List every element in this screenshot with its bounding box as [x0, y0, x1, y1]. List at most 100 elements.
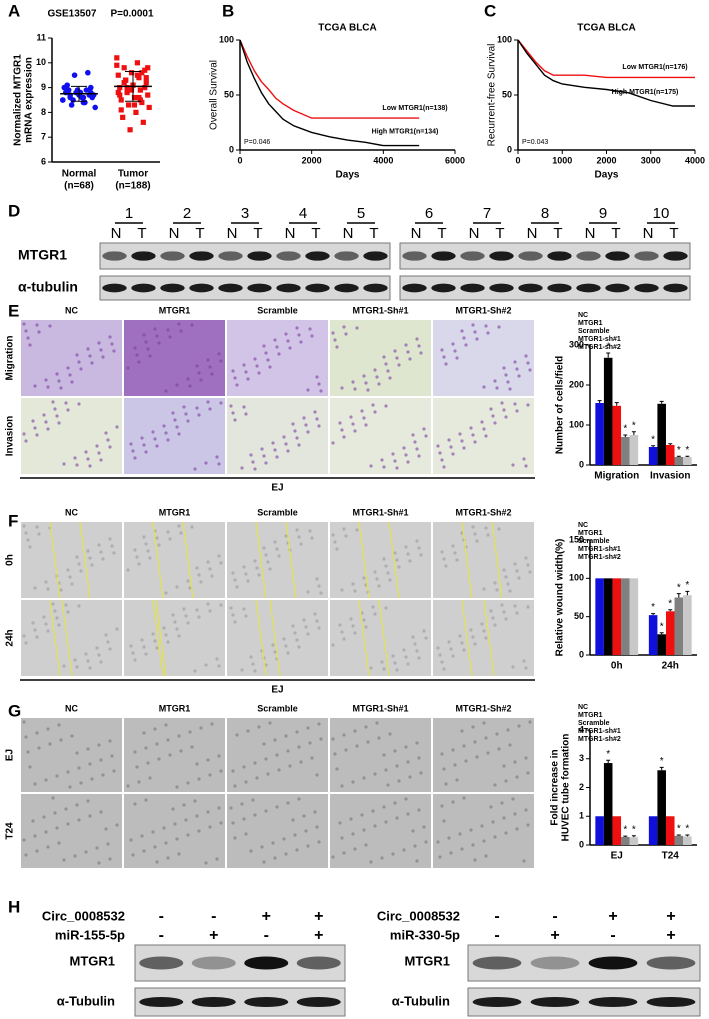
cell — [344, 534, 348, 538]
cell — [495, 588, 499, 592]
cell — [66, 366, 70, 370]
cell — [179, 749, 183, 753]
x-tick-label: 6000 — [445, 155, 465, 165]
cell — [493, 581, 497, 585]
cell — [304, 829, 308, 833]
cell — [384, 768, 388, 772]
cell — [246, 579, 250, 583]
cell — [362, 828, 366, 832]
data-point — [137, 97, 143, 103]
cell — [162, 424, 166, 428]
cell — [313, 612, 317, 616]
cell — [22, 322, 26, 326]
y-tick-label: 100 — [569, 419, 584, 429]
cell — [297, 333, 301, 337]
column-label: Scramble — [257, 507, 298, 517]
cell — [235, 733, 239, 737]
cell — [340, 386, 344, 390]
cell — [42, 413, 46, 417]
bar — [612, 578, 622, 655]
cell — [153, 437, 157, 441]
cell — [442, 667, 446, 671]
cell — [217, 806, 221, 810]
cell — [362, 576, 366, 580]
cell — [319, 389, 323, 393]
legend-entry: MTGR1 — [578, 320, 603, 327]
micrograph — [330, 718, 431, 792]
panel-label: E — [8, 301, 19, 320]
cell — [173, 620, 177, 624]
micrograph — [433, 398, 534, 474]
wound-edge — [49, 521, 61, 599]
cell — [293, 833, 297, 837]
cell — [442, 355, 446, 359]
cell — [188, 586, 192, 590]
cell — [473, 330, 477, 334]
cell — [338, 421, 342, 425]
micrograph — [21, 522, 122, 598]
cell — [175, 383, 179, 387]
group-label: 9 — [599, 205, 607, 222]
condition-sign: - — [552, 908, 557, 925]
cell — [233, 578, 237, 582]
y-axis-label: Number of cells/field — [555, 356, 566, 454]
cell — [460, 847, 464, 851]
cell — [86, 747, 90, 751]
cell — [208, 609, 212, 613]
cell — [155, 536, 159, 540]
cell — [495, 732, 499, 736]
significance: * — [651, 602, 655, 613]
cell — [484, 736, 488, 740]
cell — [517, 724, 521, 728]
cell — [317, 584, 321, 588]
cell — [526, 823, 530, 827]
cell — [24, 531, 28, 535]
cell — [440, 550, 444, 554]
cell — [37, 330, 41, 334]
cell — [99, 660, 103, 664]
cell — [142, 333, 146, 337]
cell — [393, 749, 397, 753]
cell — [369, 860, 373, 864]
cell — [404, 545, 408, 549]
group-label: 5 — [357, 205, 365, 222]
data-point — [80, 99, 87, 106]
blot-band — [605, 251, 630, 261]
cell — [235, 585, 239, 589]
cell — [484, 854, 488, 858]
cell — [86, 799, 90, 803]
cell — [397, 363, 401, 367]
cell — [51, 400, 55, 404]
cell — [260, 845, 264, 849]
cell — [458, 432, 462, 436]
cell — [306, 430, 310, 434]
cell — [275, 753, 279, 757]
cell — [406, 760, 410, 764]
cell — [413, 844, 417, 848]
data-point — [143, 75, 149, 81]
cell — [206, 602, 210, 606]
cell — [440, 804, 444, 808]
bar — [629, 837, 639, 845]
cell — [408, 357, 412, 361]
cell — [286, 801, 290, 805]
blot-band — [489, 251, 514, 261]
condition-sign: - — [211, 908, 216, 925]
panel-label: G — [8, 701, 21, 720]
data-point — [120, 114, 126, 120]
cell — [164, 841, 168, 845]
cell — [186, 377, 190, 381]
error-bar — [623, 835, 628, 837]
micrograph — [433, 794, 534, 868]
cell — [513, 562, 517, 566]
cell — [115, 425, 119, 429]
cell — [175, 627, 179, 631]
column-label: MTGR1 — [159, 305, 191, 315]
cell — [515, 367, 519, 371]
y-tick-label: 50 — [574, 611, 584, 621]
cell — [88, 354, 92, 358]
cell — [362, 776, 366, 780]
cell — [266, 772, 270, 776]
error-bar — [623, 434, 628, 437]
blot-band — [663, 283, 688, 293]
